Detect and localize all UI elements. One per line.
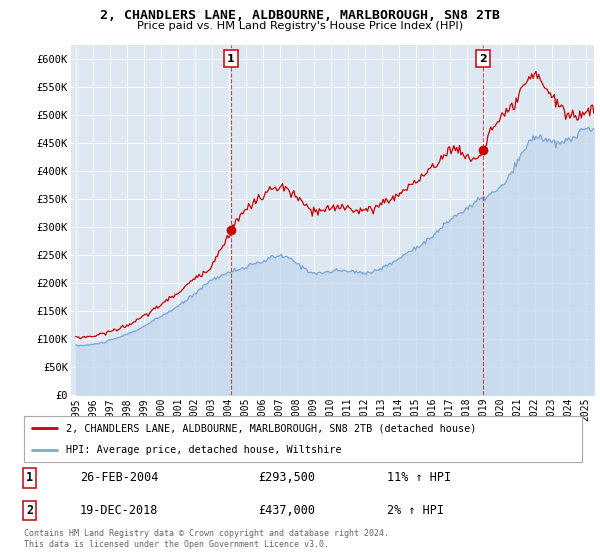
Text: Contains HM Land Registry data © Crown copyright and database right 2024.
This d: Contains HM Land Registry data © Crown c…: [24, 529, 389, 549]
Text: 2, CHANDLERS LANE, ALDBOURNE, MARLBOROUGH, SN8 2TB: 2, CHANDLERS LANE, ALDBOURNE, MARLBOROUG…: [100, 9, 500, 22]
Text: £437,000: £437,000: [259, 504, 316, 517]
Text: Price paid vs. HM Land Registry's House Price Index (HPI): Price paid vs. HM Land Registry's House …: [137, 21, 463, 31]
Text: 19-DEC-2018: 19-DEC-2018: [80, 504, 158, 517]
Text: HPI: Average price, detached house, Wiltshire: HPI: Average price, detached house, Wilt…: [66, 445, 341, 455]
Text: 1: 1: [26, 471, 33, 484]
Text: 26-FEB-2004: 26-FEB-2004: [80, 471, 158, 484]
Text: 1: 1: [227, 54, 235, 63]
Text: 2, CHANDLERS LANE, ALDBOURNE, MARLBOROUGH, SN8 2TB (detached house): 2, CHANDLERS LANE, ALDBOURNE, MARLBOROUG…: [66, 423, 476, 433]
Text: 11% ↑ HPI: 11% ↑ HPI: [387, 471, 451, 484]
Text: £293,500: £293,500: [259, 471, 316, 484]
Text: 2: 2: [479, 54, 487, 63]
Text: 2% ↑ HPI: 2% ↑ HPI: [387, 504, 444, 517]
Text: 2: 2: [26, 504, 33, 517]
